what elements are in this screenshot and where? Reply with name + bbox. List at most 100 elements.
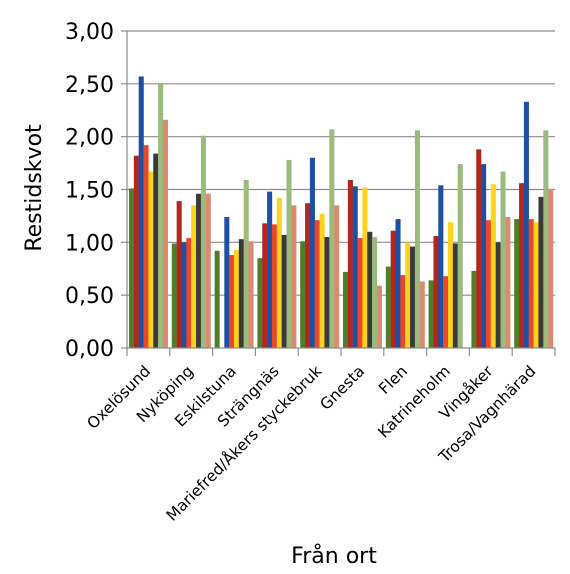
bar-group: [257, 159, 297, 348]
bar: [271, 224, 277, 348]
bar: [405, 242, 411, 348]
bar: [528, 219, 534, 348]
axes: [126, 31, 556, 356]
bar: [309, 157, 315, 348]
bar: [238, 239, 244, 348]
bar: [390, 230, 396, 348]
bar-group: [129, 76, 168, 348]
bar: [224, 216, 230, 348]
bar: [476, 149, 482, 348]
bar: [500, 171, 506, 348]
bar: [305, 203, 311, 348]
bar: [485, 220, 491, 348]
x-axis-title: Från ort: [291, 543, 377, 569]
bar: [143, 145, 149, 348]
bar: [505, 216, 511, 348]
bar: [281, 234, 287, 348]
bar-group: [214, 179, 254, 348]
y-tick-label: 0,50: [65, 284, 114, 309]
bar: [519, 183, 525, 348]
bar: [457, 164, 463, 348]
bar: [538, 196, 544, 348]
bar: [490, 184, 496, 348]
bar: [158, 83, 164, 348]
bar: [186, 238, 192, 348]
bar: [334, 205, 340, 348]
bar: [471, 270, 477, 348]
bar-group: [300, 129, 340, 348]
bar: [357, 238, 363, 348]
bar: [257, 258, 263, 348]
y-tick-label: 2,00: [65, 126, 114, 151]
bar: [324, 237, 330, 348]
bar: [319, 213, 325, 348]
bar: [286, 159, 292, 348]
bar: [347, 179, 353, 348]
bar: [196, 193, 202, 348]
bar: [376, 285, 382, 348]
y-tick-label: 2,50: [65, 73, 114, 98]
bar: [181, 242, 187, 348]
bar: [433, 235, 439, 348]
bar: [414, 130, 420, 348]
bar: [229, 255, 235, 348]
bar: [400, 275, 406, 348]
bar: [171, 243, 177, 348]
y-axis-title: Restidskvot: [22, 124, 47, 252]
bar: [362, 187, 368, 348]
x-tick-label: Gnesta: [317, 362, 369, 414]
bar: [234, 249, 240, 348]
bar: [533, 222, 539, 348]
bar: [514, 219, 520, 348]
bar: [214, 250, 220, 348]
y-tick-label: 0,00: [65, 337, 114, 362]
bar-group: [385, 130, 425, 348]
bar: [176, 201, 182, 348]
bar: [438, 185, 444, 348]
bar: [543, 130, 549, 348]
bar-group: [428, 164, 463, 348]
bar: [523, 101, 529, 349]
bar: [443, 276, 449, 348]
bar: [452, 243, 458, 348]
bar: [248, 241, 254, 348]
bar: [276, 197, 282, 348]
y-tick-labels: 0,00 0,50 1,00 1,50 2,00 2,50 3,00: [65, 20, 114, 362]
bar: [428, 280, 434, 348]
bar: [153, 153, 159, 348]
bar: [481, 164, 487, 348]
bar: [367, 231, 373, 348]
y-tick-label: 3,00: [65, 20, 114, 45]
bar: [410, 246, 416, 348]
bar: [191, 205, 197, 348]
bar: [200, 135, 206, 348]
bar-group: [171, 135, 211, 348]
bar: [352, 186, 358, 348]
bar: [419, 281, 425, 348]
bar: [129, 188, 135, 348]
bar: [343, 271, 349, 348]
bar: [243, 179, 249, 348]
bar: [162, 119, 168, 348]
bar: [329, 129, 335, 348]
bar-group: [471, 149, 511, 348]
bar: [548, 189, 554, 348]
bars: [129, 76, 554, 349]
bar: [300, 241, 306, 348]
bar: [148, 171, 154, 348]
bar: [314, 220, 320, 348]
bar: [495, 242, 501, 348]
bar-group: [343, 179, 382, 348]
bar: [138, 76, 144, 348]
y-tick-label: 1,00: [65, 231, 114, 256]
x-tick-label: Flen: [375, 362, 411, 398]
bar: [372, 237, 378, 348]
bar-group: [514, 101, 554, 349]
bar: [291, 205, 297, 348]
y-tick-label: 1,50: [65, 179, 114, 204]
bar: [205, 193, 211, 348]
x-tick-labels: OxelösundNyköpingEskilstunaSträngnäsMari…: [84, 361, 540, 524]
bar: [267, 191, 273, 348]
